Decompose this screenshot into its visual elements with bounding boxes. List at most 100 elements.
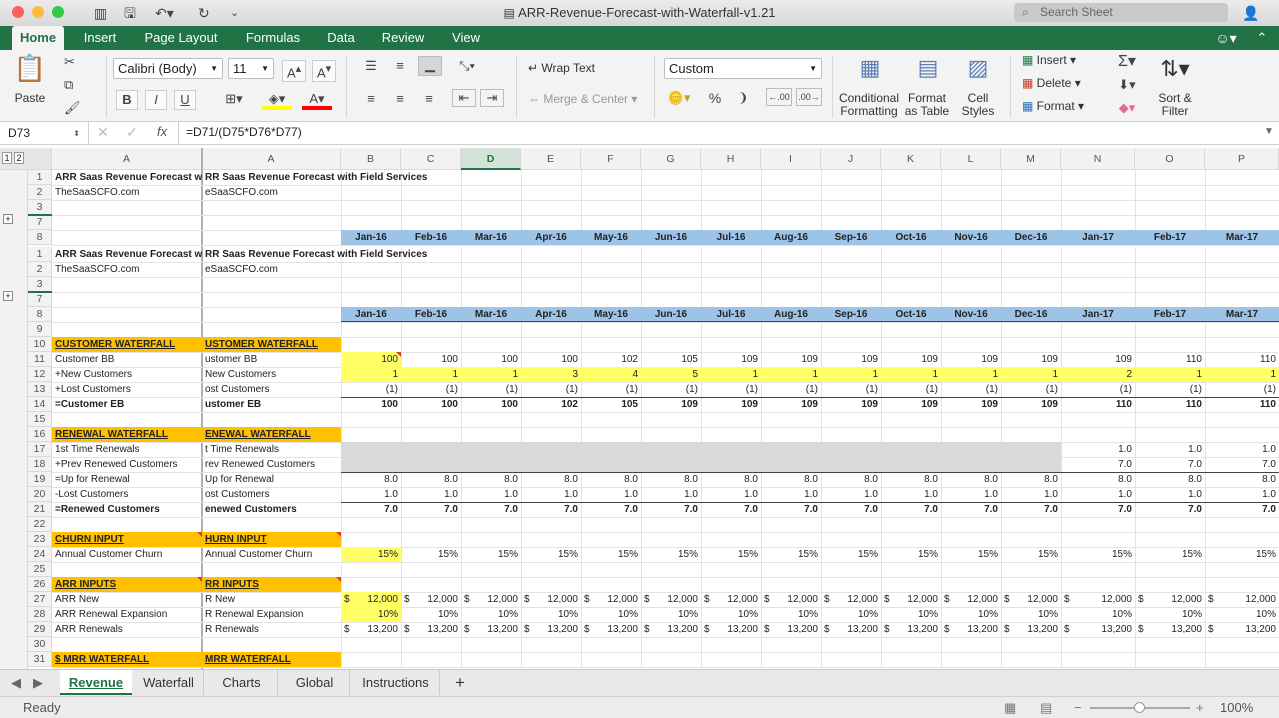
sheet-tab-charts[interactable]: Charts (206, 670, 278, 695)
row-label[interactable]: Up for Renewal (205, 474, 274, 485)
row-label[interactable]: ENEWAL WATERFALL (205, 429, 311, 440)
row-label[interactable]: ost Customers (205, 489, 270, 500)
fill-color-icon[interactable]: ◈▾ (262, 90, 292, 110)
row-label[interactable]: 1st Time Renewals (55, 444, 140, 455)
month-header[interactable]: Apr-16 (535, 309, 567, 320)
value-cell[interactable]: 110 (1260, 354, 1276, 365)
insert-cells-button[interactable]: ▦ Insert ▾ (1022, 53, 1077, 67)
row-label[interactable]: R Renewals (205, 624, 259, 635)
column-header[interactable]: O (1135, 148, 1205, 170)
value-cell[interactable]: 8.0 (384, 474, 398, 485)
value-cell[interactable]: 7.0 (1118, 504, 1132, 515)
value-cell[interactable]: 8.0 (444, 474, 458, 485)
value-cell[interactable]: 8.0 (744, 474, 758, 485)
value-cell[interactable]: (1) (565, 384, 578, 395)
row-header[interactable]: 24 (28, 547, 52, 562)
value-cell[interactable]: 15% (497, 549, 518, 560)
value-cell[interactable]: 12,000 (547, 594, 578, 605)
value-cell[interactable]: 1 (992, 369, 998, 380)
row-label[interactable]: enewed Customers (205, 504, 297, 515)
value-cell[interactable]: 10% (1111, 609, 1132, 620)
value-cell[interactable]: 15% (617, 549, 638, 560)
cell-styles-button[interactable]: Cell Styles (961, 91, 995, 118)
row-label[interactable]: MRR WATERFALL (205, 654, 291, 665)
value-cell[interactable]: 15% (1111, 549, 1132, 560)
value-cell[interactable]: 13,200 (547, 624, 578, 635)
value-cell[interactable]: 15% (557, 549, 578, 560)
name-box[interactable]: D73 ⬍ (4, 124, 82, 143)
value-cell[interactable]: (1) (505, 384, 518, 395)
value-cell[interactable]: 7.0 (804, 504, 818, 515)
value-cell[interactable]: 109 (801, 354, 818, 365)
redo-icon[interactable]: ↻ (198, 5, 210, 21)
format-as-table-button[interactable]: Format as Table (904, 91, 950, 118)
value-cell[interactable]: 1 (1052, 369, 1058, 380)
value-cell[interactable]: 1.0 (384, 489, 398, 500)
page-layout-view-icon[interactable]: ▤ (1040, 700, 1053, 715)
value-cell[interactable]: 8.0 (684, 474, 698, 485)
row-label[interactable]: ustomer EB (205, 399, 262, 410)
row-label[interactable]: ARR INPUTS (55, 579, 117, 590)
month-header[interactable]: Dec-16 (1014, 309, 1048, 320)
row-label[interactable] (52, 412, 202, 427)
borders-icon[interactable]: ⊞▾ (225, 91, 243, 106)
value-cell[interactable]: (1) (1045, 384, 1058, 395)
value-cell[interactable]: (1) (745, 384, 758, 395)
row-label[interactable]: ARR New (55, 594, 99, 605)
tab-data[interactable]: Data (327, 30, 355, 45)
row-label[interactable]: Annual Customer Churn (55, 549, 163, 560)
underline-button[interactable]: U (174, 90, 196, 110)
sheet-tab-waterfall[interactable]: Waterfall (134, 670, 204, 695)
tab-home[interactable]: Home (12, 26, 64, 50)
expand-group-icon[interactable]: + (3, 214, 13, 224)
value-cell[interactable]: 15% (677, 549, 698, 560)
row-label[interactable]: rev Renewed Customers (205, 459, 316, 470)
value-cell[interactable]: 10% (1255, 609, 1276, 620)
row-header[interactable]: 1 (28, 170, 52, 185)
value-cell[interactable]: 100 (501, 399, 518, 410)
row-label[interactable]: $ MRR WATERFALL (55, 654, 150, 665)
month-header[interactable]: Aug-16 (774, 309, 808, 320)
value-cell[interactable]: 109 (921, 399, 938, 410)
site-cell[interactable]: eSaaSCFO.com (205, 187, 278, 198)
value-cell[interactable]: 109 (741, 399, 758, 410)
value-cell[interactable]: 7.0 (1262, 459, 1276, 470)
sheet-tab-revenue[interactable]: Revenue (60, 670, 132, 695)
title-cell[interactable]: ARR Saas Revenue Forecast w (55, 249, 202, 260)
value-cell[interactable]: 8.0 (624, 474, 638, 485)
value-cell[interactable]: 8.0 (924, 474, 938, 485)
value-cell[interactable]: 15% (1181, 549, 1202, 560)
value-cell[interactable]: (1) (1263, 384, 1276, 395)
align-center-icon[interactable]: ≡ (396, 91, 404, 106)
value-cell[interactable]: 109 (681, 399, 698, 410)
wrap-text-button[interactable]: ↵ Wrap Text (528, 61, 595, 75)
next-sheet-icon[interactable]: ▶ (33, 675, 43, 690)
value-cell[interactable]: 13,200 (1245, 624, 1276, 635)
paste-icon[interactable]: 📋 (13, 53, 47, 83)
save-icon[interactable]: 🖫 (124, 5, 136, 21)
value-cell[interactable]: (1) (865, 384, 878, 395)
value-cell[interactable]: 1 (932, 369, 938, 380)
value-cell[interactable]: 109 (1041, 399, 1058, 410)
value-cell[interactable]: 15% (797, 549, 818, 560)
value-cell[interactable]: 1.0 (1262, 444, 1276, 455)
value-cell[interactable]: 1.0 (804, 489, 818, 500)
month-header[interactable]: Jul-16 (716, 309, 746, 320)
row-header[interactable]: 13 (28, 382, 52, 397)
month-header[interactable]: Aug-16 (774, 232, 808, 243)
value-cell[interactable]: 8.0 (1044, 474, 1058, 485)
value-cell[interactable]: 100 (441, 354, 458, 365)
sheet-tab-instructions[interactable]: Instructions (352, 670, 440, 695)
decrease-font-size-button[interactable]: A▾ (312, 60, 336, 83)
value-cell[interactable]: 7.0 (744, 504, 758, 515)
value-cell[interactable]: 102 (621, 354, 638, 365)
row-label[interactable]: +New Customers (55, 369, 132, 380)
orientation-icon[interactable]: ⤡▾ (459, 58, 475, 73)
normal-view-icon[interactable]: ▦ (1004, 700, 1017, 715)
zoom-window-button[interactable] (52, 6, 64, 18)
value-cell[interactable]: 1.0 (1262, 489, 1276, 500)
value-cell[interactable]: 5 (692, 369, 698, 380)
row-header[interactable]: 8 (28, 307, 52, 322)
value-cell[interactable]: 1.0 (744, 489, 758, 500)
tab-formulas[interactable]: Formulas (245, 30, 301, 45)
